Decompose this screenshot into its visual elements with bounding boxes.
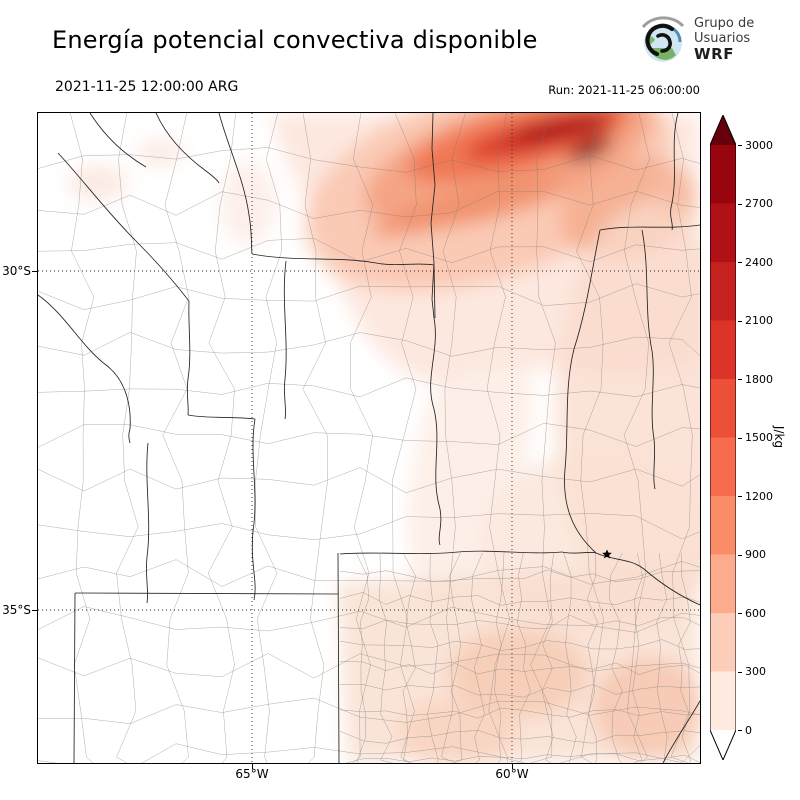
globe-icon [641,16,685,62]
graticule-gridlines [38,113,700,763]
colorbar-segment [710,262,736,321]
logo-line-3: WRF [694,45,735,63]
colorbar-segment [710,437,736,497]
colorbar-segment [710,320,736,380]
colorbar-tick-mark [738,554,742,556]
x-tick-mark-60w [512,764,513,769]
colorbar-tick-mark [738,437,742,439]
y-tick-mark-35s [32,610,37,611]
colorbar-tick-mark [738,262,742,263]
colorbar-tick-mark [738,613,742,614]
province-boundaries [38,113,700,763]
y-axis-label-35s: 35°S [2,603,31,617]
wrf-logo: Grupo de Usuarios WRF [636,12,798,70]
colorbar-segment [710,554,736,614]
colorbar-tick-mark [738,379,742,380]
colorbar-tick-mark [738,145,742,146]
x-axis-label-65w: 65°W [235,767,269,781]
page-title: Energía potencial convectiva disponible [52,26,538,54]
map-canvas [38,113,700,763]
boundary-mesh [339,552,700,763]
y-tick-mark-30s [32,271,37,272]
colorbar-tick-label: 0 [745,723,752,737]
colorbar-tick-label: 300 [745,665,766,678]
x-tick-mark-65w [252,764,253,769]
colorbar-unit-label: J/kg [772,425,786,449]
buenos-aires-marker [602,549,612,559]
colorbar-tick-label: 1200 [745,489,773,503]
colorbar-tick-label: 1800 [745,372,773,386]
colorbar-segment [710,145,736,204]
colorbar-tick-mark [738,730,742,731]
colorbar-tick-label: 2700 [745,197,773,210]
colorbar-tick-mark [738,671,742,673]
colorbar-segment [710,115,736,145]
y-axis-label-30s: 30°S [2,264,31,278]
colorbar-tick-label: 3000 [745,138,773,152]
logo-line-1: Grupo de [694,16,755,31]
logo-line-2: Usuarios [694,31,751,46]
logo-text: Grupo de Usuarios WRF [694,16,754,62]
colorbar-tick-label: 1500 [745,431,773,444]
colorbar-tick-label: 900 [745,548,766,561]
valid-time-label: 2021-11-25 12:00:00 ARG [55,79,239,95]
department-boundaries [38,113,700,763]
boundary-mesh [38,113,700,763]
run-time-label: Run: 2021-11-25 06:00:00 [548,83,700,97]
colorbar-segment [710,379,736,438]
map-frame [37,112,701,764]
colorbar-tick-label: 600 [745,606,766,620]
colorbar-tick-mark [738,320,742,322]
colorbar-gradient [709,113,737,762]
x-axis-label-60w: 60°W [495,767,529,781]
colorbar-tick-label: 2400 [745,255,773,269]
colorbar-segment [710,671,736,731]
colorbar-segment [710,613,736,672]
cape-shading-field [68,113,700,763]
colorbar-segment [710,496,736,555]
colorbar-tick-mark [738,496,742,497]
colorbar-segment [710,203,736,263]
colorbar-tick-label: 2100 [745,314,773,327]
colorbar-tick-mark [738,203,742,205]
colorbar [709,113,737,762]
colorbar-segment [710,730,736,760]
